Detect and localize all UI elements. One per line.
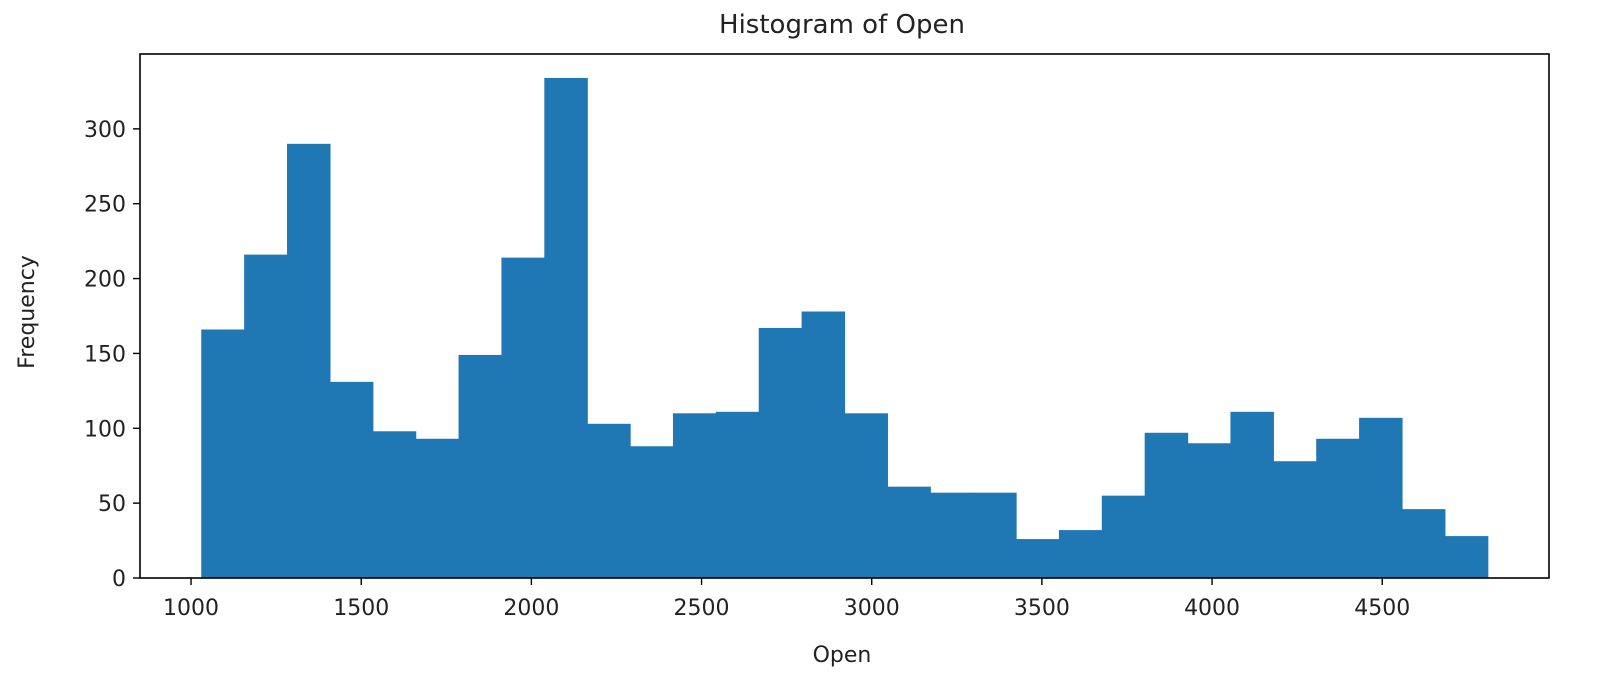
x-tick-label: 2500 xyxy=(674,596,730,621)
y-tick-label: 200 xyxy=(84,268,126,293)
histogram-bar xyxy=(887,486,931,578)
histogram-bar xyxy=(1101,495,1146,578)
y-axis-label: Frequency xyxy=(15,255,40,369)
histogram-bar xyxy=(458,354,503,578)
histogram-bar xyxy=(672,413,717,578)
histogram-bar xyxy=(1273,461,1317,578)
histogram-bar xyxy=(1444,536,1489,578)
histogram-bar xyxy=(244,254,288,579)
x-tick-label: 3500 xyxy=(1014,596,1070,621)
histogram-bar xyxy=(801,311,846,578)
y-axis-ticks: 0 50 100 150 200 250 300 xyxy=(84,118,140,592)
histogram-bar xyxy=(758,327,803,578)
histogram-bar xyxy=(1058,530,1103,578)
histogram-bar xyxy=(544,77,588,578)
x-tick-label: 4500 xyxy=(1354,596,1410,621)
y-tick-label: 0 xyxy=(112,567,126,592)
histogram-bar xyxy=(372,431,417,578)
histogram-bar xyxy=(287,143,331,579)
x-tick-label: 1500 xyxy=(333,596,389,621)
histogram-bar xyxy=(844,413,888,578)
histogram-bar xyxy=(930,492,974,578)
histogram-bar xyxy=(973,492,1017,578)
x-tick-label: 2000 xyxy=(503,596,559,621)
x-axis-label: Open xyxy=(813,643,872,668)
histogram-bar xyxy=(329,381,374,578)
histogram-bar xyxy=(587,423,631,578)
histogram-bar xyxy=(1187,443,1232,578)
histogram-bar xyxy=(1359,417,1403,578)
y-tick-label: 250 xyxy=(84,193,126,218)
histogram-bar xyxy=(1016,539,1060,578)
y-tick-label: 50 xyxy=(98,492,126,517)
x-tick-label: 3000 xyxy=(844,596,900,621)
histogram-bar xyxy=(1401,509,1446,578)
x-tick-label: 4000 xyxy=(1184,596,1240,621)
histogram-bar xyxy=(415,438,460,578)
histogram-bar xyxy=(1230,411,1274,578)
histogram-bar xyxy=(630,446,674,578)
plot-frame xyxy=(139,53,1550,579)
bars-group xyxy=(201,77,1489,579)
histogram-bar xyxy=(1316,438,1360,578)
y-tick-label: 150 xyxy=(84,342,126,367)
histogram-bar xyxy=(501,257,545,578)
histogram-bar xyxy=(201,329,245,578)
chart-title: Histogram of Open xyxy=(719,10,965,40)
x-tick-label: 1000 xyxy=(163,596,219,621)
x-axis-ticks: 1000 1500 2000 2500 3000 3500 4000 4500 xyxy=(163,578,1410,621)
y-tick-label: 300 xyxy=(84,118,126,143)
histogram-bar xyxy=(715,411,760,578)
histogram-bar xyxy=(1144,432,1189,578)
y-tick-label: 100 xyxy=(84,417,126,442)
